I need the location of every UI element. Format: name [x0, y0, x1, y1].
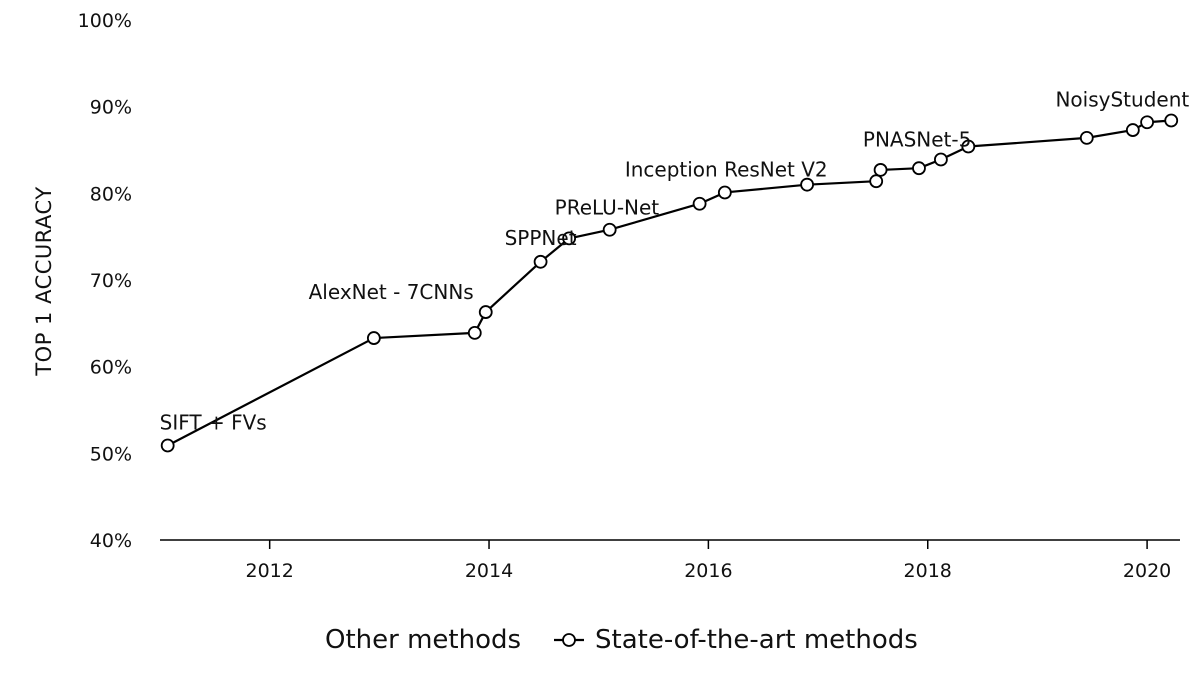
y-tick-label: 90% — [90, 97, 132, 119]
data-point — [692, 196, 707, 211]
data-point — [934, 152, 948, 167]
y-tick-label: 60% — [90, 357, 132, 379]
y-tick-label: 80% — [90, 183, 132, 205]
annotation-label: PReLU-Net — [555, 196, 660, 220]
data-point — [1125, 123, 1140, 137]
y-axis-ticks: 40% 50% 60% 70% 80% 90% 100% — [78, 10, 132, 552]
data-point — [912, 161, 926, 176]
annotation-label: Inception ResNet V2 — [625, 157, 828, 181]
x-tick-label: 2020 — [1123, 560, 1171, 582]
data-point — [366, 331, 381, 345]
y-tick-label: 40% — [90, 530, 132, 552]
y-tick-label: 100% — [78, 10, 132, 32]
data-point — [160, 438, 175, 453]
annotation-label: NoisyStudent — [1055, 88, 1189, 112]
data-point — [717, 185, 732, 200]
data-point — [478, 305, 493, 319]
x-tick-label: 2014 — [465, 560, 513, 582]
x-tick-label: 2012 — [245, 560, 293, 582]
y-tick-label: 70% — [90, 270, 132, 292]
legend: Other methods State-of-the-art methods — [325, 625, 918, 655]
data-point — [1079, 130, 1094, 145]
legend-label-other: Other methods — [325, 625, 521, 655]
annotation-label: PNASNet-5 — [863, 128, 971, 152]
data-point — [1164, 113, 1179, 128]
annotation-label: SPPNet — [505, 226, 577, 250]
data-point — [800, 177, 814, 192]
data-point — [873, 163, 888, 177]
annotation-label: SIFT + FVs — [160, 411, 267, 435]
annotation-layer: SIFT + FVs AlexNet - 7CNNs SPPNet PReLU-Net… — [160, 88, 1190, 435]
legend-label-sota: State-of-the-art methods — [595, 625, 918, 655]
x-tick-label: 2018 — [904, 560, 952, 582]
annotation-label: AlexNet - 7CNNs — [309, 280, 474, 304]
x-tick-label: 2016 — [684, 560, 732, 582]
data-point — [562, 231, 576, 246]
data-point — [869, 174, 884, 189]
y-axis-title: TOP 1 ACCURACY — [32, 186, 56, 376]
data-point — [467, 325, 482, 340]
legend-marker-swatch — [562, 633, 576, 647]
data-point — [1140, 115, 1154, 130]
data-point — [533, 254, 548, 269]
y-tick-label: 50% — [90, 443, 132, 465]
series-layer — [160, 113, 1179, 453]
data-point — [602, 222, 617, 237]
data-point — [961, 139, 976, 154]
x-axis: 2012 2014 2016 2018 2020 — [160, 539, 1180, 582]
